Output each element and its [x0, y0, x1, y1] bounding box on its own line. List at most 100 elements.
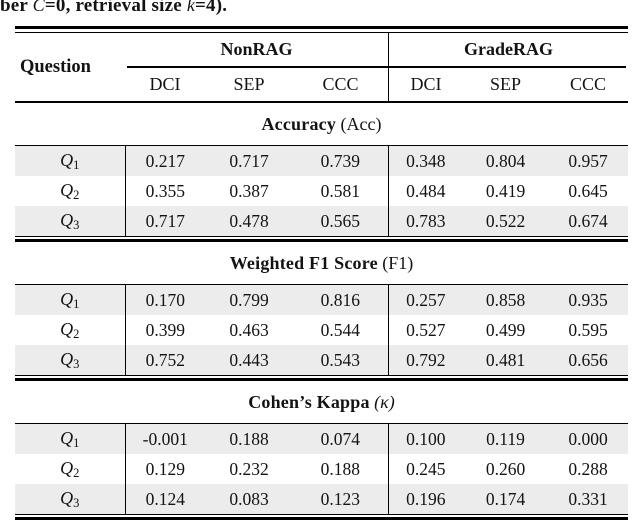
row-label: Q2	[15, 454, 126, 484]
section-title-text: Cohen’s Kappa	[248, 391, 370, 412]
row-label-text: Q	[60, 318, 74, 339]
row-label-subscript: 3	[73, 217, 80, 232]
table-row: Q1 0.217 0.717 0.739 0.348 0.804 0.957	[15, 146, 628, 176]
section-title: Accuracy (Acc)	[15, 103, 628, 145]
row-label-text: Q	[60, 348, 74, 369]
row-label: Q1	[15, 424, 126, 454]
section-title-text: Weighted F1 Score	[229, 252, 378, 273]
value-cell: 0.419	[485, 180, 526, 201]
table-row: Q3 0.752 0.443 0.543 0.792 0.481 0.656	[15, 345, 628, 375]
row-label-subscript: 1	[73, 157, 80, 172]
table-row: Q2 0.355 0.387 0.581 0.484 0.419 0.645	[15, 176, 628, 206]
row-label-subscript: 2	[73, 187, 80, 202]
value-cell: 0.348	[387, 146, 463, 176]
row-label-text: Q	[60, 179, 74, 200]
row-label: Q1	[15, 146, 126, 176]
row-label-text: Q	[60, 149, 74, 170]
column-header-graderag-ccc: CCC	[569, 74, 607, 94]
value-cell: 0.119	[486, 428, 525, 449]
section-end-rule	[15, 236, 628, 242]
value-cell: 0.129	[145, 458, 185, 479]
value-cell: 0.174	[485, 488, 526, 509]
value-cell: 0.387	[229, 180, 269, 201]
row-label-subscript: 2	[73, 465, 80, 480]
section-title-text: Accuracy	[261, 113, 337, 134]
value-cell: 0.260	[485, 458, 526, 479]
value-cell: 0.288	[568, 458, 608, 479]
value-cell: 0.792	[387, 345, 463, 375]
group-header-nonrag: NonRAG	[220, 39, 293, 59]
table-row: Q1 -0.001 0.188 0.074 0.100 0.119 0.000	[15, 424, 628, 454]
value-cell: 0.499	[485, 319, 526, 340]
row-label: Q3	[15, 206, 126, 236]
table-bottom-rule	[15, 514, 628, 520]
value-cell: 0.331	[568, 488, 608, 509]
column-header-nonrag-sep: SEP	[233, 74, 265, 94]
section-title-rule	[15, 284, 628, 285]
value-cell: 0.074	[320, 428, 360, 449]
value-cell: 0.443	[229, 349, 269, 370]
row-label-subscript: 1	[73, 296, 80, 311]
column-header-graderag-dci: DCI	[388, 68, 463, 101]
value-cell: 0.232	[229, 458, 269, 479]
value-cell: 0.739	[320, 150, 360, 171]
table-row: Q2 0.399 0.463 0.544 0.527 0.499 0.595	[15, 315, 628, 345]
value-cell: 0.100	[387, 424, 463, 454]
section-title-abbrev: (F1)	[382, 252, 414, 273]
value-cell: 0.717	[145, 210, 185, 231]
value-cell: 0.478	[229, 210, 269, 231]
table-row: Q3 0.124 0.083 0.123 0.196 0.174 0.331	[15, 484, 628, 514]
column-header-nonrag-dci: DCI	[149, 74, 181, 94]
column-header-question: Question	[20, 56, 91, 77]
caption-fragment: ber C=0, retrieval size k=4).	[0, 0, 640, 26]
value-cell: 0.399	[145, 319, 185, 340]
row-label-subscript: 3	[73, 356, 80, 371]
row-label-text: Q	[60, 209, 74, 230]
row-label: Q3	[15, 345, 126, 375]
value-cell: 0.083	[229, 488, 269, 509]
row-label-text: Q	[60, 487, 74, 508]
value-cell: 0.188	[320, 458, 360, 479]
caption-segment: =0, retrieval size	[44, 0, 187, 16]
value-cell: 0.816	[320, 289, 360, 310]
value-cell: 0.463	[229, 319, 269, 340]
section-title-abbrev: (Acc)	[340, 113, 382, 134]
row-label: Q1	[15, 285, 126, 315]
value-cell: 0.484	[387, 176, 463, 206]
caption-segment: C	[32, 0, 45, 15]
caption-segment: ber	[0, 0, 33, 16]
value-cell: 0.858	[485, 289, 526, 310]
section-data-table: Q1 0.217 0.717 0.739 0.348 0.804 0.957 Q2 0.355 0…	[15, 146, 629, 236]
value-cell: 0.645	[568, 180, 608, 201]
row-label-subscript: 1	[73, 435, 80, 450]
row-label-subscript: 2	[73, 326, 80, 341]
value-cell: 0.000	[568, 428, 608, 449]
value-cell: 0.717	[229, 150, 269, 171]
value-cell: 0.188	[229, 428, 269, 449]
caption-segment: =4).	[195, 0, 228, 16]
value-cell: 0.170	[145, 289, 185, 310]
row-label-text: Q	[60, 427, 74, 448]
table-row: Q3 0.717 0.478 0.565 0.783 0.522 0.674	[15, 206, 628, 236]
value-cell: 0.565	[320, 210, 360, 231]
value-cell: 0.522	[485, 210, 526, 231]
value-cell: 0.257	[387, 285, 463, 315]
value-cell: 0.543	[320, 349, 360, 370]
value-cell: -0.001	[142, 428, 188, 449]
value-cell: 0.124	[145, 488, 185, 509]
row-label-subscript: 3	[73, 495, 80, 510]
value-cell: 0.196	[387, 484, 463, 514]
caption-segment: k	[186, 0, 196, 15]
value-cell: 0.799	[229, 289, 269, 310]
section-title-abbrev: (κ)	[374, 391, 395, 412]
value-cell: 0.123	[320, 488, 360, 509]
row-label: Q3	[15, 484, 126, 514]
value-cell: 0.217	[145, 150, 185, 171]
row-label: Q2	[15, 315, 126, 345]
column-header-nonrag-ccc: CCC	[322, 74, 359, 94]
table-row: Q2 0.129 0.232 0.188 0.245 0.260 0.288	[15, 454, 628, 484]
table-header: Question NonRAG GradeRAG DCI SEP CCC DCI…	[15, 33, 628, 101]
value-cell: 0.674	[568, 210, 608, 231]
column-header-graderag-sep: SEP	[489, 74, 522, 94]
value-cell: 0.752	[145, 349, 185, 370]
